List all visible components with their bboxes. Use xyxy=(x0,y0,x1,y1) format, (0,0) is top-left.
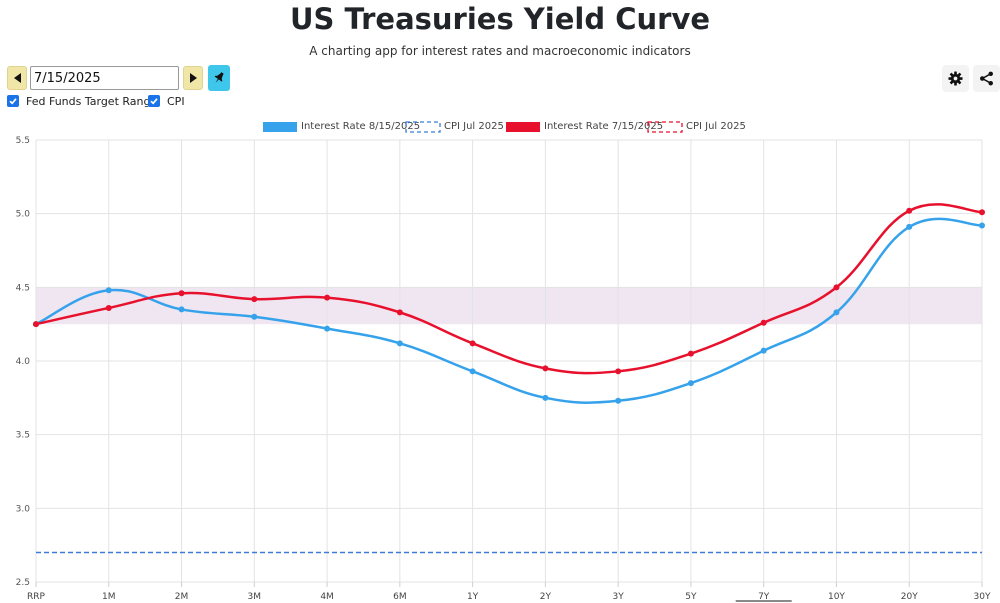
data-point-8-15-2025 xyxy=(542,394,549,401)
caret-left-icon xyxy=(13,73,21,83)
settings-button[interactable] xyxy=(942,65,969,92)
data-point-8-15-2025 xyxy=(979,222,985,229)
caret-right-icon xyxy=(189,73,197,83)
x-tick-label: 3M xyxy=(248,592,262,602)
cpi-checkbox[interactable] xyxy=(148,95,160,107)
data-point-7-15-2025 xyxy=(33,321,39,328)
legend-label-blue-cpi[interactable]: CPI Jul 2025 xyxy=(444,121,504,132)
x-tick-label: 6M xyxy=(393,592,407,602)
y-tick-label: 5.0 xyxy=(16,210,31,220)
pin-button[interactable] xyxy=(208,65,230,91)
x-tick-label: 3Y xyxy=(613,592,625,602)
data-point-7-15-2025 xyxy=(760,319,767,326)
gear-icon xyxy=(948,71,963,86)
data-point-8-15-2025 xyxy=(687,380,694,387)
x-tick-label: 1Y xyxy=(467,592,479,602)
cpi-label: CPI xyxy=(167,95,185,108)
date-input[interactable] xyxy=(30,66,179,90)
data-point-7-15-2025 xyxy=(105,304,112,311)
x-tick-label: 4M xyxy=(320,592,334,602)
data-point-7-15-2025 xyxy=(833,284,840,291)
x-tick-label: 2M xyxy=(175,592,189,602)
data-point-7-15-2025 xyxy=(542,365,549,372)
pin-icon xyxy=(214,71,224,84)
legend-swatch-red-cpi[interactable] xyxy=(647,120,683,134)
legend-label-red-cpi[interactable]: CPI Jul 2025 xyxy=(686,121,746,132)
y-tick-label: 2.5 xyxy=(16,578,30,588)
data-point-7-15-2025 xyxy=(906,207,913,214)
x-tick-label: 10Y xyxy=(828,592,845,602)
data-point-7-15-2025 xyxy=(251,296,258,303)
check-icon xyxy=(150,98,158,105)
data-point-8-15-2025 xyxy=(615,397,622,404)
y-tick-label: 4.5 xyxy=(16,283,30,293)
fed-funds-label: Fed Funds Target Range xyxy=(26,95,158,108)
page-subtitle: A charting app for interest rates and ma… xyxy=(309,44,691,58)
x-tick-label: 20Y xyxy=(901,592,918,602)
y-tick-label: 3.0 xyxy=(16,504,31,514)
data-point-8-15-2025 xyxy=(906,223,913,230)
data-point-8-15-2025 xyxy=(469,368,476,375)
data-point-7-15-2025 xyxy=(178,290,185,297)
data-point-8-15-2025 xyxy=(251,313,258,320)
data-point-7-15-2025 xyxy=(687,350,694,357)
data-point-7-15-2025 xyxy=(979,209,985,216)
data-point-8-15-2025 xyxy=(833,309,840,316)
data-point-7-15-2025 xyxy=(396,309,403,316)
data-point-8-15-2025 xyxy=(324,325,331,332)
data-point-7-15-2025 xyxy=(615,368,622,375)
page-title: US Treasuries Yield Curve xyxy=(289,2,711,36)
data-point-8-15-2025 xyxy=(105,287,112,294)
x-tick-label: 7Y xyxy=(758,592,770,602)
next-date-button[interactable] xyxy=(183,66,203,90)
legend-swatch-blue-rate[interactable] xyxy=(262,120,298,134)
y-tick-label: 3.5 xyxy=(16,431,30,441)
y-tick-label: 4.0 xyxy=(16,357,31,367)
data-point-8-15-2025 xyxy=(178,306,185,313)
legend-swatch-red-rate[interactable] xyxy=(505,120,541,134)
y-tick-label: 5.5 xyxy=(16,136,30,146)
data-point-7-15-2025 xyxy=(469,340,476,347)
x-tick-label: 5Y xyxy=(685,592,697,602)
data-point-8-15-2025 xyxy=(760,347,767,354)
share-icon xyxy=(980,71,993,86)
x-tick-label: RRP xyxy=(27,592,46,602)
share-button[interactable] xyxy=(973,65,1000,92)
fed-funds-checkbox[interactable] xyxy=(7,95,19,107)
x-tick-label: 2Y xyxy=(540,592,552,602)
legend-swatch-blue-cpi[interactable] xyxy=(405,120,441,134)
previous-date-button[interactable] xyxy=(7,66,27,90)
data-point-8-15-2025 xyxy=(396,340,403,347)
check-icon xyxy=(9,98,17,105)
x-tick-label: 1M xyxy=(102,592,116,602)
legend-label-blue-rate[interactable]: Interest Rate 8/15/2025 xyxy=(301,121,421,132)
data-point-7-15-2025 xyxy=(324,294,331,301)
legend-label-red-rate[interactable]: Interest Rate 7/15/2025 xyxy=(544,121,664,132)
x-tick-label: 30Y xyxy=(974,592,991,602)
